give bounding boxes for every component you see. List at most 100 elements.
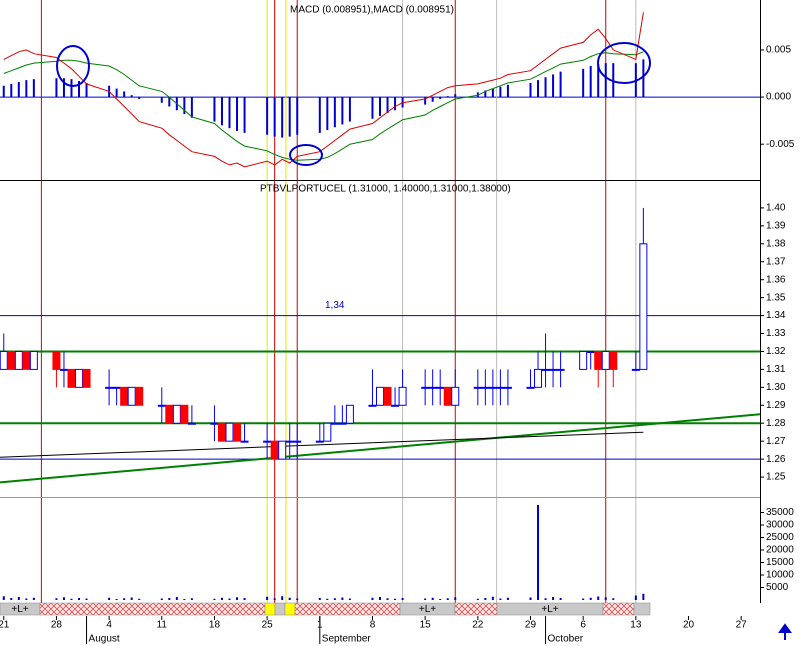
x-tick-label: 21 [0, 620, 10, 631]
histogram-bar [537, 80, 540, 98]
volume-bar [273, 598, 276, 600]
histogram-bar [326, 97, 329, 131]
histogram-bar [348, 97, 351, 122]
candle-body [7, 350, 16, 370]
histogram-bar [333, 97, 336, 128]
histogram-bar [10, 83, 13, 98]
candle-body [338, 422, 347, 425]
candle-body [67, 368, 76, 388]
volume-bar [108, 597, 111, 600]
candle-body [82, 368, 91, 388]
y-tick-label: 25000 [766, 532, 794, 543]
y-tick-label: 1.28 [766, 418, 786, 429]
volume-bar [597, 596, 600, 600]
candle-body [398, 386, 407, 406]
histogram-bar [281, 97, 284, 138]
x-tick-label: 20 [683, 620, 695, 631]
y-tick-label: 1.26 [766, 454, 786, 465]
month-label: October [548, 634, 584, 645]
histogram-bar [183, 97, 186, 115]
candle-body [187, 422, 196, 425]
volume-bar [236, 597, 239, 600]
candle-body [639, 243, 648, 370]
volume-bar [544, 598, 547, 600]
candle-body [120, 386, 129, 406]
histogram-bar [62, 78, 65, 98]
candle-body [14, 350, 23, 370]
volume-bar [10, 598, 13, 600]
candle-body [315, 440, 324, 443]
scroll-arrow[interactable] [778, 623, 792, 640]
volume-bar [213, 598, 216, 600]
volume-bar [160, 598, 163, 600]
histogram-bar [589, 65, 592, 98]
x-tick-label: 28 [51, 620, 63, 631]
histogram-bar [123, 91, 126, 98]
strip-segment [602, 602, 635, 616]
histogram-bar [394, 97, 397, 111]
y-tick-label: 20000 [766, 545, 794, 556]
y-tick-label: 0.005 [766, 45, 791, 56]
histogram-bar [115, 88, 118, 98]
histogram-bar [2, 85, 5, 98]
histogram-bar [296, 97, 299, 135]
histogram-bar [446, 96, 449, 98]
candle-body [278, 440, 287, 460]
y-tick-label: 1.27 [766, 436, 786, 447]
volume-bar [454, 597, 457, 600]
macd-title: MACD (0.008951),MACD (0.008951) [290, 5, 454, 16]
histogram-bar [130, 95, 133, 98]
histogram-bar [70, 79, 73, 98]
candle-body [488, 386, 497, 389]
volume-bar [32, 597, 35, 600]
candle-body [210, 422, 219, 425]
x-tick-label: 6 [580, 620, 586, 631]
y-tick-label: 1.37 [766, 256, 786, 267]
candle-body [601, 350, 610, 370]
price-title: PTBVLPORTUCEL (1.31000, 1.40000,1.31000,… [260, 184, 511, 195]
candle-body [127, 386, 136, 406]
histogram-bar [559, 71, 562, 98]
candle-body [22, 350, 31, 370]
y-tick-label: 1.30 [766, 382, 786, 393]
candle-body [481, 386, 490, 389]
volume-bar [431, 597, 434, 600]
candle-body [496, 386, 505, 389]
histogram-bar [318, 97, 321, 133]
candle-body [549, 368, 558, 371]
x-tick-label: 4 [106, 620, 112, 631]
histogram-bar [236, 97, 239, 131]
y-tick-label: -0.005 [766, 139, 795, 150]
volume-bar [228, 598, 231, 600]
strip-segment [294, 602, 401, 616]
month-label: September [322, 634, 372, 645]
volume-bar [78, 598, 81, 600]
candle-body [293, 440, 302, 443]
volume-bar [333, 598, 336, 600]
candle-body [240, 440, 249, 443]
candle-body [165, 404, 174, 424]
candle-body [135, 386, 144, 406]
candle-body [428, 386, 437, 389]
candle-body [556, 368, 565, 371]
candle-body [526, 386, 535, 389]
volume-bar [491, 596, 494, 600]
histogram-bar [32, 79, 35, 98]
candle-body [180, 404, 189, 424]
volume-bar [130, 597, 133, 600]
histogram-bar [243, 97, 246, 133]
histogram-bar [379, 97, 381, 116]
volume-bar [2, 596, 5, 600]
volume-bar [612, 598, 615, 600]
volume-bar [484, 598, 487, 600]
candle-body [225, 422, 234, 442]
candle-body [263, 440, 272, 443]
histogram-bar [371, 97, 374, 119]
volume-bar [642, 593, 645, 600]
histogram-bar [424, 97, 427, 105]
histogram-bar [138, 97, 141, 99]
histogram-bar [213, 97, 216, 122]
candle-body [631, 368, 640, 371]
volume-bar [476, 598, 479, 600]
candle-body [594, 350, 603, 370]
